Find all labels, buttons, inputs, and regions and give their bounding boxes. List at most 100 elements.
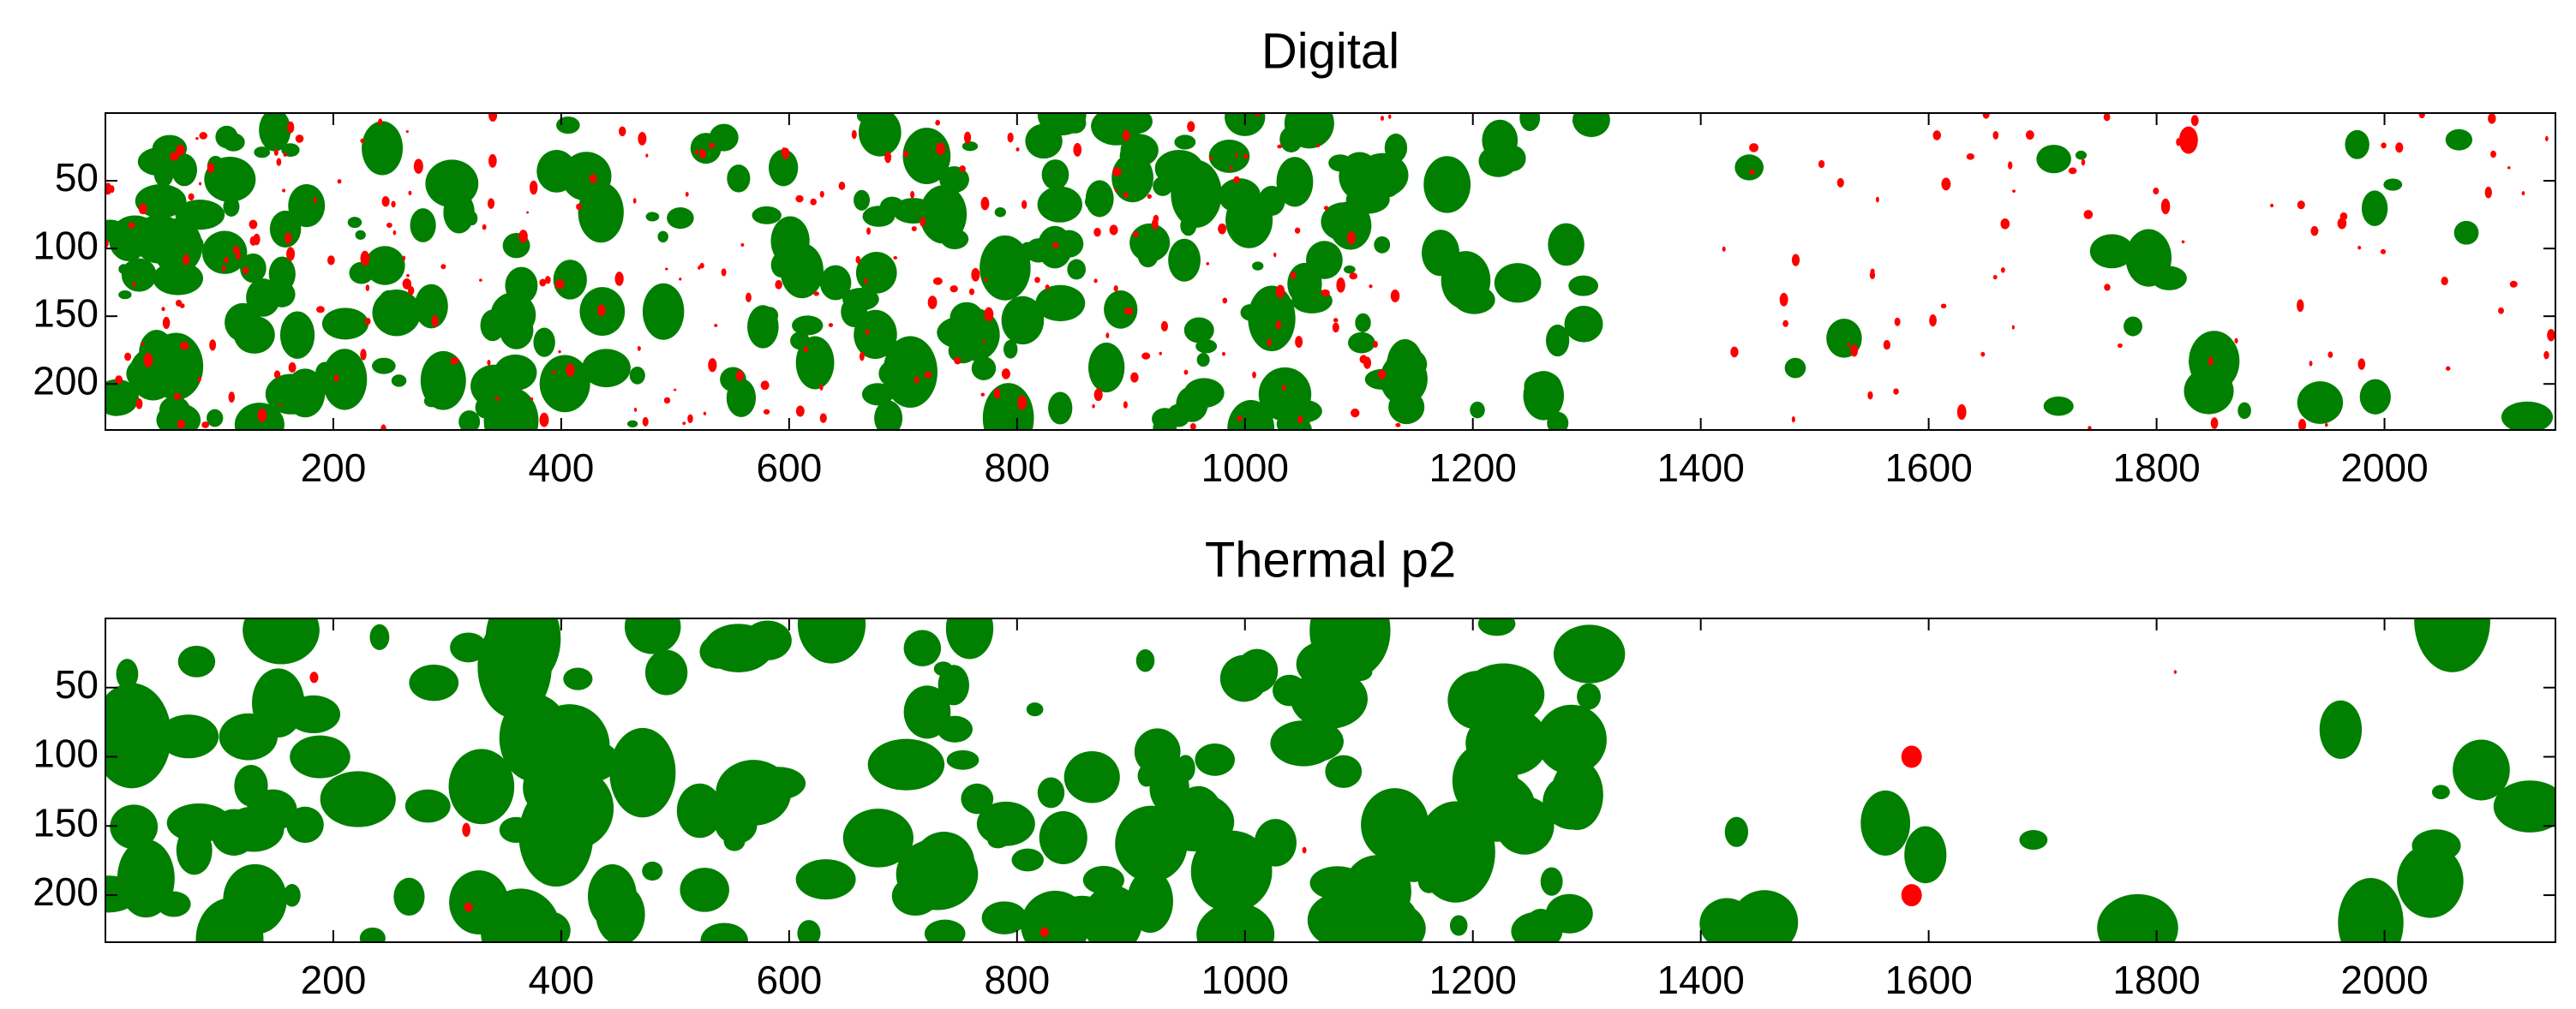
green-blob xyxy=(283,883,301,907)
red-blob xyxy=(1123,307,1134,315)
red-blob xyxy=(392,230,397,236)
green-blob xyxy=(971,356,997,380)
red-blob xyxy=(2103,113,2111,122)
red-blob xyxy=(2509,280,2518,288)
red-blob xyxy=(1021,200,1027,210)
green-blob xyxy=(2043,396,2074,416)
red-blob xyxy=(552,369,556,374)
x-tick-label: 1000 xyxy=(1201,445,1289,490)
red-blob xyxy=(2000,218,2010,230)
green-blob xyxy=(855,252,897,294)
green-blob xyxy=(1104,290,1138,329)
red-blob xyxy=(698,266,701,271)
red-blob xyxy=(566,363,575,377)
green-blob xyxy=(290,735,350,779)
green-blob xyxy=(2397,844,2464,918)
red-blob xyxy=(128,222,135,229)
green-blob xyxy=(1577,683,1601,710)
red-blob xyxy=(993,388,1001,399)
red-blob xyxy=(124,352,132,361)
red-blob xyxy=(963,131,972,144)
green-blob xyxy=(156,891,191,917)
red-blob xyxy=(1130,372,1139,383)
green-blob xyxy=(1321,202,1367,242)
green-blob xyxy=(322,349,368,410)
red-blob xyxy=(1109,224,1118,236)
green-blob xyxy=(926,715,944,731)
green-blob xyxy=(110,804,159,850)
red-blob xyxy=(735,370,744,381)
red-blob xyxy=(440,264,446,270)
red-blob xyxy=(285,232,292,244)
red-blob xyxy=(195,136,199,140)
green-blob xyxy=(859,113,902,157)
green-blob xyxy=(1037,777,1065,809)
red-blob xyxy=(249,219,258,230)
green-blob xyxy=(556,116,580,134)
green-blob xyxy=(1306,241,1343,279)
green-blob xyxy=(288,183,326,228)
red-blob xyxy=(2395,142,2404,153)
red-blob xyxy=(273,148,279,156)
green-blob xyxy=(129,347,177,401)
green-blob xyxy=(1860,790,1911,856)
red-blob xyxy=(1390,290,1400,302)
green-blob xyxy=(117,724,161,760)
red-blob xyxy=(795,405,805,417)
green-blob xyxy=(409,664,459,702)
red-blob xyxy=(2173,670,2177,674)
green-blob xyxy=(393,877,425,916)
green-blob xyxy=(1248,285,1296,352)
green-blob xyxy=(644,649,688,696)
green-blob xyxy=(1196,902,1275,942)
green-blob xyxy=(410,208,436,242)
green-blob xyxy=(1374,236,1391,254)
red-blob xyxy=(143,353,153,367)
green-blob xyxy=(1545,893,1593,934)
green-blob xyxy=(1176,385,1208,422)
red-blob xyxy=(2000,267,2005,273)
x-tick-label: 800 xyxy=(984,445,1050,490)
green-blob xyxy=(902,128,951,185)
green-blob xyxy=(480,309,506,342)
green-blob xyxy=(1344,265,1356,274)
red-blob xyxy=(685,191,689,197)
green-blob xyxy=(2431,785,2450,800)
red-blob xyxy=(1093,388,1103,402)
green-blob xyxy=(961,783,994,815)
green-blob xyxy=(933,661,953,677)
green-blob xyxy=(629,366,645,385)
green-blob xyxy=(1455,844,1495,873)
red-blob xyxy=(893,256,898,260)
red-blob xyxy=(851,129,857,140)
green-blob xyxy=(1550,759,1603,831)
red-blob xyxy=(2008,161,2013,170)
red-blob xyxy=(1836,177,1844,188)
red-blob xyxy=(932,277,943,285)
red-blob xyxy=(406,273,410,278)
y-tick-label: 100 xyxy=(33,731,99,776)
green-blob xyxy=(153,159,174,188)
green-blob xyxy=(448,749,515,825)
red-blob xyxy=(1275,320,1281,330)
green-blob xyxy=(919,638,941,657)
red-blob xyxy=(954,356,962,365)
x-tick-label: 600 xyxy=(756,958,822,1002)
red-blob xyxy=(2190,115,2199,127)
green-blob xyxy=(792,315,824,336)
red-blob xyxy=(431,314,439,327)
red-blob xyxy=(253,233,261,246)
green-blob xyxy=(1168,238,1201,282)
y-tick-label: 150 xyxy=(33,800,99,845)
green-blob xyxy=(950,302,984,333)
green-blob xyxy=(1495,796,1555,855)
red-blob xyxy=(1363,356,1372,369)
red-blob xyxy=(1351,408,1360,418)
red-blob xyxy=(859,351,865,361)
green-blob xyxy=(133,214,185,264)
green-blob xyxy=(404,789,451,823)
red-blob xyxy=(295,134,304,143)
red-blob xyxy=(2490,150,2496,158)
green-blob xyxy=(166,803,231,843)
red-blob xyxy=(1034,277,1040,284)
